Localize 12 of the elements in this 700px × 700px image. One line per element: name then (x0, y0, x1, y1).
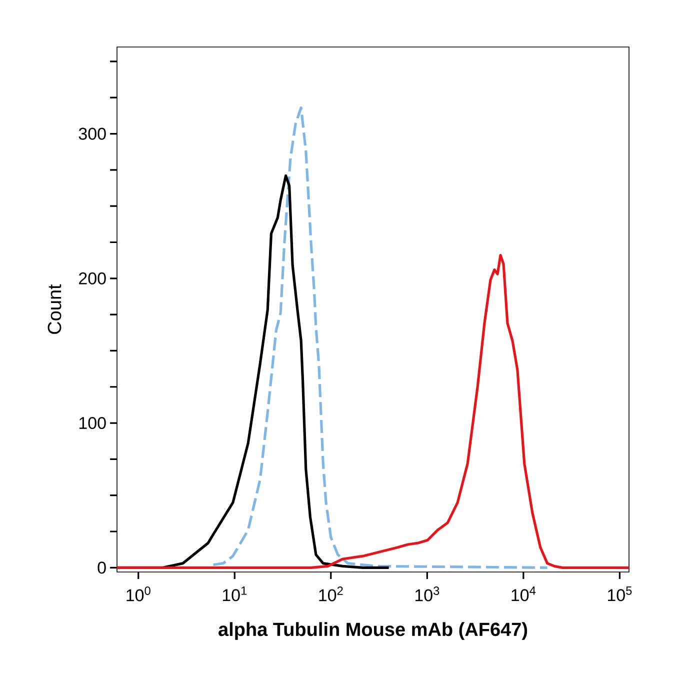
x-axis-title: alpha Tubulin Mouse mAb (AF647) (218, 622, 528, 640)
x-tick-label: 10$^{1}$ (222, 586, 247, 602)
y-tick-label: 200 (79, 272, 106, 284)
x-tick-label: 10$^{4}$ (512, 586, 536, 602)
y-tick-label: 300 (78, 128, 106, 140)
x-tick-label: 10$^{5}$ (608, 586, 632, 602)
x-tick-label: 10$^{3}$ (415, 586, 440, 602)
x-tick-label: 10$^{0}$ (126, 586, 150, 602)
y-axis-title: Count (48, 284, 62, 334)
y-tick-label: 0 (98, 562, 106, 574)
x-tick-label: 10$^{2}$ (319, 586, 343, 602)
y-tick-label: 100 (79, 417, 106, 430)
